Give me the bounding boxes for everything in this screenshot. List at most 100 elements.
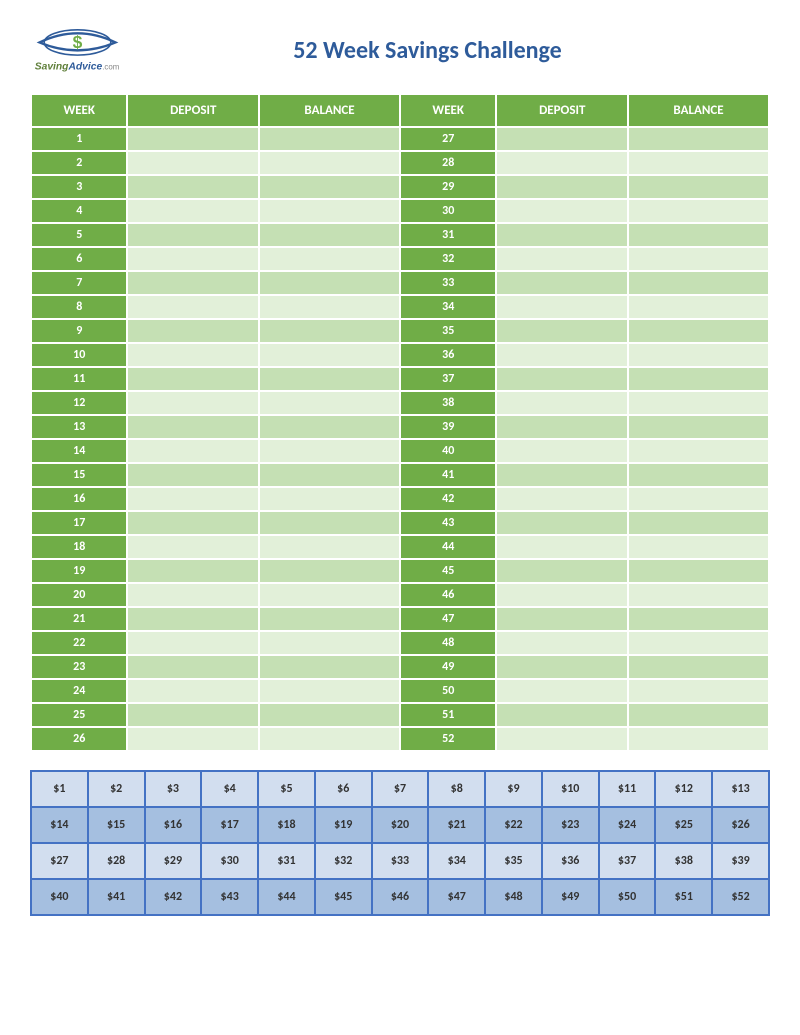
deposit-cell	[128, 584, 258, 606]
tracker-head: WEEKDEPOSITBALANCEWEEKDEPOSITBALANCE	[32, 95, 768, 126]
balance-cell	[260, 512, 399, 534]
week-cell: 36	[401, 344, 495, 366]
balance-cell	[260, 392, 399, 414]
week-cell: 31	[401, 224, 495, 246]
balance-cell	[629, 512, 768, 534]
deposit-cell	[128, 368, 258, 390]
balance-cell	[629, 632, 768, 654]
week-cell: 51	[401, 704, 495, 726]
balance-cell	[260, 152, 399, 174]
tracker-row: 5 31	[32, 224, 768, 246]
amount-cell: $29	[145, 843, 202, 879]
balance-cell	[629, 656, 768, 678]
week-cell: 43	[401, 512, 495, 534]
week-cell: 33	[401, 272, 495, 294]
deposit-cell	[128, 464, 258, 486]
deposit-cell	[497, 656, 627, 678]
amount-cell: $51	[655, 879, 712, 915]
amount-cell: $35	[485, 843, 542, 879]
deposit-cell	[128, 152, 258, 174]
deposit-cell	[128, 272, 258, 294]
deposit-cell	[497, 704, 627, 726]
balance-cell	[260, 464, 399, 486]
tracker-row: 1945	[32, 560, 768, 582]
logo-text-advice: Advice	[67, 61, 102, 72]
balance-cell	[629, 416, 768, 438]
balance-cell	[260, 488, 399, 510]
amount-cell: $20	[372, 807, 429, 843]
balance-cell	[260, 728, 399, 750]
week-cell: 5	[32, 224, 126, 246]
week-cell: 25	[32, 704, 126, 726]
deposit-cell	[497, 344, 627, 366]
balance-cell	[260, 248, 399, 270]
week-cell: 17	[32, 512, 126, 534]
week-cell: 48	[401, 632, 495, 654]
balance-cell	[629, 392, 768, 414]
amount-cell: $47	[428, 879, 485, 915]
week-cell: 18	[32, 536, 126, 558]
tracker-row: 2652	[32, 728, 768, 750]
logo-svg: $ SavingAdvice.com	[30, 20, 125, 76]
balance-cell	[260, 200, 399, 222]
balance-cell	[260, 704, 399, 726]
amount-cell: $26	[712, 807, 769, 843]
deposit-cell	[128, 224, 258, 246]
tracker-row: 935	[32, 320, 768, 342]
amount-cell: $28	[88, 843, 145, 879]
week-cell: 40	[401, 440, 495, 462]
tracker-row: 1339	[32, 416, 768, 438]
week-cell: 23	[32, 656, 126, 678]
deposit-cell	[497, 512, 627, 534]
week-cell: 16	[32, 488, 126, 510]
tracker-row: 1440	[32, 440, 768, 462]
week-cell: 4	[32, 200, 126, 222]
balance-cell	[260, 656, 399, 678]
tracker-row: 1541	[32, 464, 768, 486]
deposit-cell	[128, 248, 258, 270]
balance-cell	[260, 224, 399, 246]
balance-cell	[629, 248, 768, 270]
deposit-cell	[497, 224, 627, 246]
page-title: 52 Week Savings Challenge	[125, 36, 770, 65]
amount-cell: $3	[145, 771, 202, 807]
balance-cell	[629, 176, 768, 198]
balance-cell	[629, 128, 768, 150]
amount-cell: $19	[315, 807, 372, 843]
balance-cell	[629, 344, 768, 366]
amount-cell: $45	[315, 879, 372, 915]
tracker-header-cell: WEEK	[401, 95, 495, 126]
deposit-cell	[128, 344, 258, 366]
amount-cell: $37	[599, 843, 656, 879]
deposit-cell	[497, 200, 627, 222]
week-cell: 27	[401, 128, 495, 150]
week-cell: 11	[32, 368, 126, 390]
balance-cell	[629, 440, 768, 462]
amount-cell: $44	[258, 879, 315, 915]
header: $ SavingAdvice.com 52 Week Savings Chall…	[30, 20, 770, 81]
tracker-row: 10 36	[32, 344, 768, 366]
week-cell: 8	[32, 296, 126, 318]
deposit-cell	[128, 608, 258, 630]
tracker-row: 2046	[32, 584, 768, 606]
week-cell: 1	[32, 128, 126, 150]
amount-cell: $30	[201, 843, 258, 879]
tracker-header-cell: BALANCE	[629, 95, 768, 126]
tracker-header-cell: DEPOSIT	[128, 95, 258, 126]
deposit-cell	[497, 464, 627, 486]
balance-cell	[260, 128, 399, 150]
week-cell: 19	[32, 560, 126, 582]
logo: $ SavingAdvice.com	[30, 20, 125, 81]
balance-cell	[629, 560, 768, 582]
balance-cell	[629, 728, 768, 750]
dollar-icon: $	[73, 32, 83, 52]
tracker-row: 329	[32, 176, 768, 198]
week-cell: 52	[401, 728, 495, 750]
amounts-row: $40$41$42$43$44$45$46$47$48$49$50$51$52	[31, 879, 769, 915]
tracker-row: 632	[32, 248, 768, 270]
deposit-cell	[128, 296, 258, 318]
deposit-cell	[128, 128, 258, 150]
week-cell: 10	[32, 344, 126, 366]
tracker-row: 2147	[32, 608, 768, 630]
tracker-header-cell: WEEK	[32, 95, 126, 126]
